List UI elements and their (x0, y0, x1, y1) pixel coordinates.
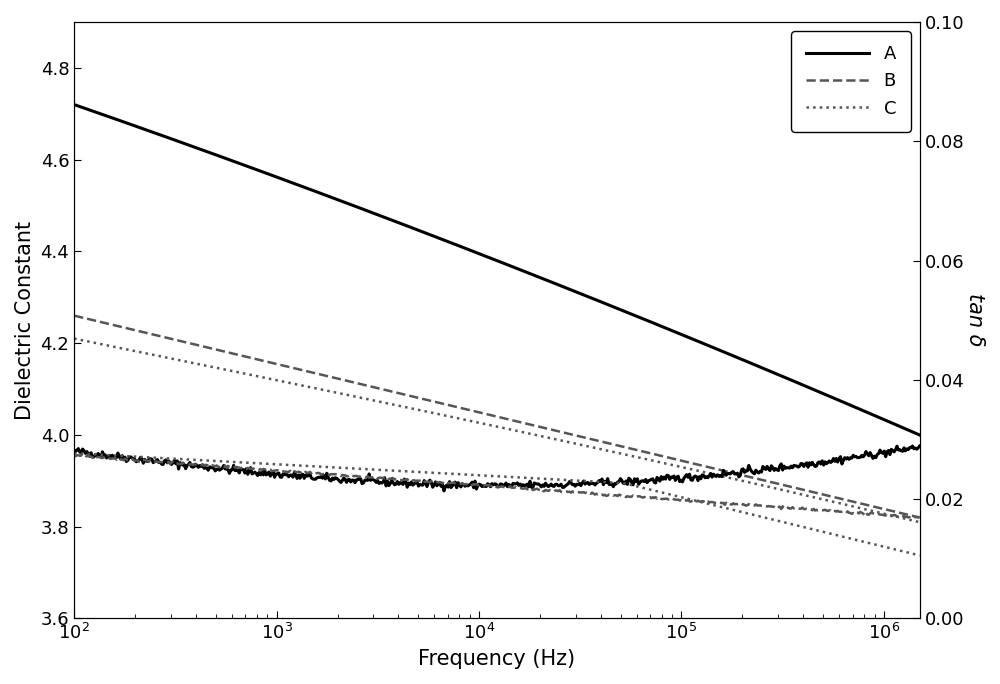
B (68, 311, 80, 319)
Legend: A, B, C: A, B, C (791, 31, 911, 132)
X-axis label: Frequency (Hz): Frequency (Hz) (418, 649, 575, 669)
A (218, 154, 230, 162)
A (914, 431, 926, 439)
A (68, 101, 80, 109)
Y-axis label: Dielectric Constant: Dielectric Constant (15, 221, 35, 420)
B (914, 514, 926, 522)
Line: B: B (74, 315, 920, 518)
A (286, 179, 298, 187)
Line: A: A (74, 105, 920, 435)
B (705, 464, 717, 472)
C (218, 365, 230, 373)
B (633, 447, 645, 455)
A (451, 241, 463, 249)
B (451, 403, 463, 411)
B (218, 347, 230, 356)
C (633, 453, 645, 462)
B (566, 430, 578, 438)
A (705, 343, 717, 351)
A (566, 287, 578, 295)
C (566, 439, 578, 447)
C (914, 518, 926, 526)
C (68, 334, 80, 343)
C (451, 414, 463, 422)
B (286, 363, 298, 371)
A (633, 313, 645, 321)
Y-axis label: tan δ: tan δ (965, 293, 985, 347)
C (705, 469, 717, 477)
Line: C: C (74, 339, 920, 522)
C (286, 379, 298, 387)
